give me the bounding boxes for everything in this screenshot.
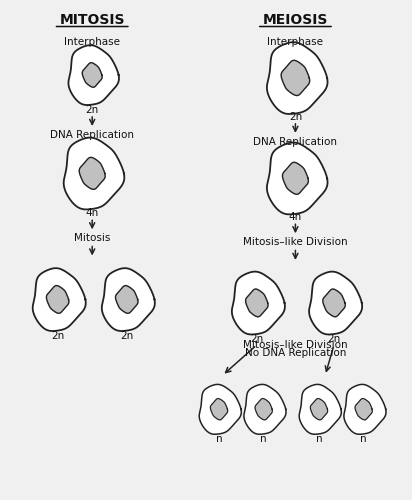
Text: 2n: 2n [51,330,64,340]
Text: n: n [260,434,267,444]
Text: 4n: 4n [289,212,302,222]
Polygon shape [115,286,138,314]
Polygon shape [267,142,328,214]
Polygon shape [309,272,362,334]
Text: 2n: 2n [250,334,263,344]
Polygon shape [199,384,241,434]
Text: n: n [316,434,322,444]
Text: Mitosis–like Division: Mitosis–like Division [243,237,348,247]
Polygon shape [102,268,155,331]
Polygon shape [33,268,86,331]
Polygon shape [246,289,268,317]
Text: 2n: 2n [86,104,99,115]
Polygon shape [244,384,286,434]
Text: n: n [216,434,222,444]
Polygon shape [281,60,310,96]
Polygon shape [79,158,105,190]
Text: 2n: 2n [328,334,341,344]
Polygon shape [283,162,308,194]
Polygon shape [344,384,386,434]
Polygon shape [323,289,345,317]
Polygon shape [355,398,372,420]
Polygon shape [267,42,328,114]
Polygon shape [310,398,328,420]
Text: n: n [360,434,367,444]
Text: Mitosis–like Division: Mitosis–like Division [243,340,348,350]
Polygon shape [82,62,102,87]
Text: No DNA Replication: No DNA Replication [245,348,346,358]
Polygon shape [232,272,285,334]
Polygon shape [68,45,119,105]
Polygon shape [47,286,69,314]
Polygon shape [211,398,228,420]
Text: Interphase: Interphase [267,38,323,48]
Polygon shape [255,398,272,420]
Polygon shape [64,138,124,210]
Text: Mitosis: Mitosis [74,233,110,243]
Text: 4n: 4n [86,208,99,218]
Text: DNA Replication: DNA Replication [253,136,337,146]
Polygon shape [299,384,341,434]
Text: 2n: 2n [120,330,133,340]
Text: DNA Replication: DNA Replication [50,130,134,140]
Text: Interphase: Interphase [64,38,120,48]
Text: MEIOSIS: MEIOSIS [263,13,328,27]
Text: MITOSIS: MITOSIS [59,13,125,27]
Text: 2n: 2n [289,112,302,122]
